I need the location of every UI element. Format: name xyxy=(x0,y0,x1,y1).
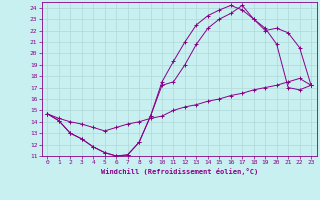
X-axis label: Windchill (Refroidissement éolien,°C): Windchill (Refroidissement éolien,°C) xyxy=(100,168,258,175)
